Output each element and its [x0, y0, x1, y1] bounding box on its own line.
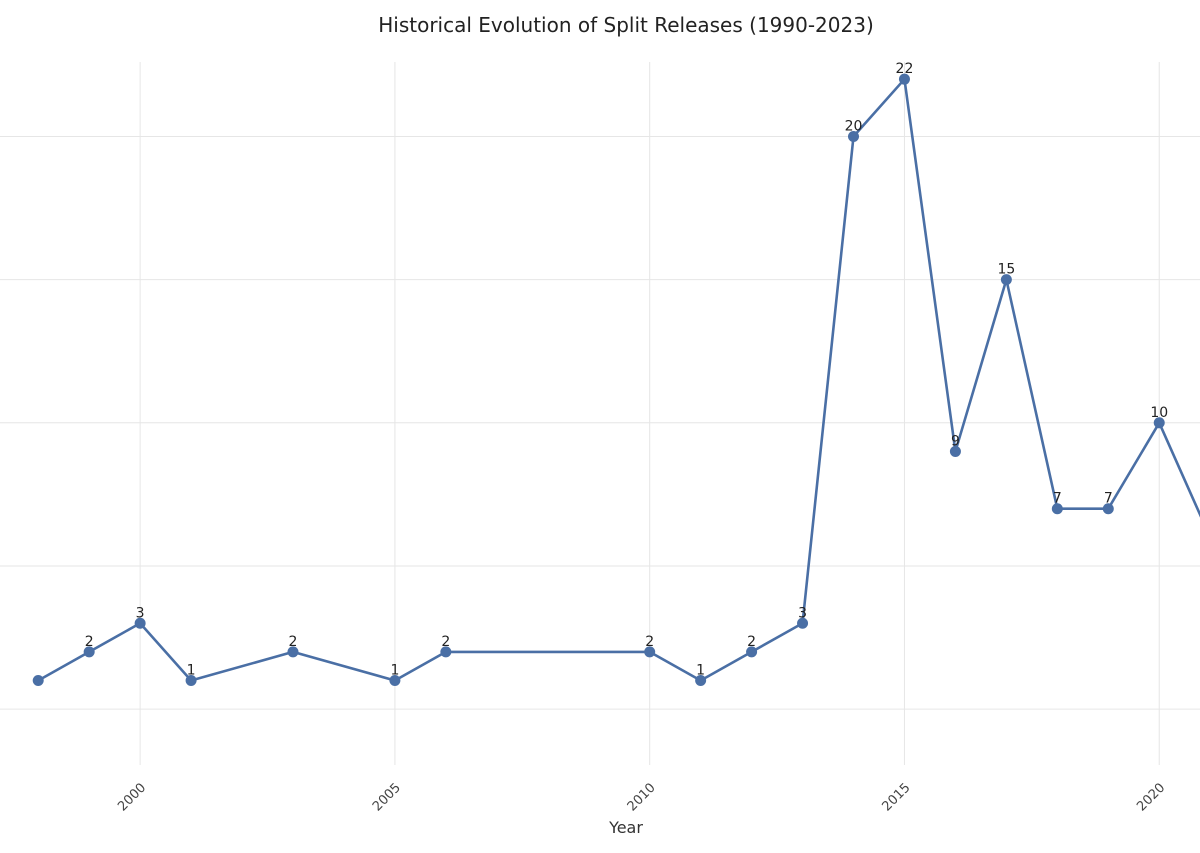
data-label: 3: [798, 605, 807, 621]
data-point: [695, 675, 707, 687]
data-label: 9: [951, 433, 960, 449]
data-label: 3: [136, 605, 145, 621]
data-label: 10: [1150, 405, 1168, 421]
data-point: [389, 675, 401, 687]
data-point: [134, 617, 146, 629]
data-label: 7: [1104, 491, 1113, 507]
data-point: [898, 73, 910, 85]
x-tick-label: 2010: [625, 780, 659, 814]
data-point: [1000, 274, 1012, 286]
data-point: [848, 130, 860, 142]
data-label: 2: [85, 634, 94, 650]
data-point: [287, 646, 299, 658]
data-label: 1: [187, 663, 196, 679]
data-label: 2: [747, 634, 756, 650]
grid: [0, 62, 1200, 765]
data-point: [185, 675, 197, 687]
x-tick-label: 2005: [370, 780, 404, 814]
data-point: [1102, 503, 1114, 515]
data-point: [949, 445, 961, 457]
series-line-group: [32, 73, 1200, 687]
data-label: 15: [997, 262, 1015, 278]
data-label: 20: [845, 118, 863, 134]
x-tick-label: 2000: [115, 780, 149, 814]
x-tick-label: 2020: [1134, 780, 1168, 814]
data-label: 2: [441, 634, 450, 650]
data-point: [797, 617, 809, 629]
data-label: 2: [289, 634, 298, 650]
data-point: [746, 646, 758, 658]
x-axis-label: Year: [608, 818, 643, 837]
data-label: 1: [696, 663, 705, 679]
data-point: [644, 646, 656, 658]
data-label: 1: [390, 663, 399, 679]
x-axis-ticks: 2000 2005 2010 2015 2020: [115, 780, 1168, 814]
series-line: [37, 77, 1200, 682]
data-point: [440, 646, 452, 658]
chart-title: Historical Evolution of Split Releases (…: [378, 13, 874, 37]
data-point: [32, 675, 44, 687]
data-label: 7: [1053, 491, 1062, 507]
data-label: 22: [896, 61, 914, 77]
data-point: [1153, 417, 1165, 429]
x-tick-label: 2015: [879, 780, 913, 814]
data-point: [83, 646, 95, 658]
data-label: 2: [645, 634, 654, 650]
data-point: [1051, 503, 1063, 515]
